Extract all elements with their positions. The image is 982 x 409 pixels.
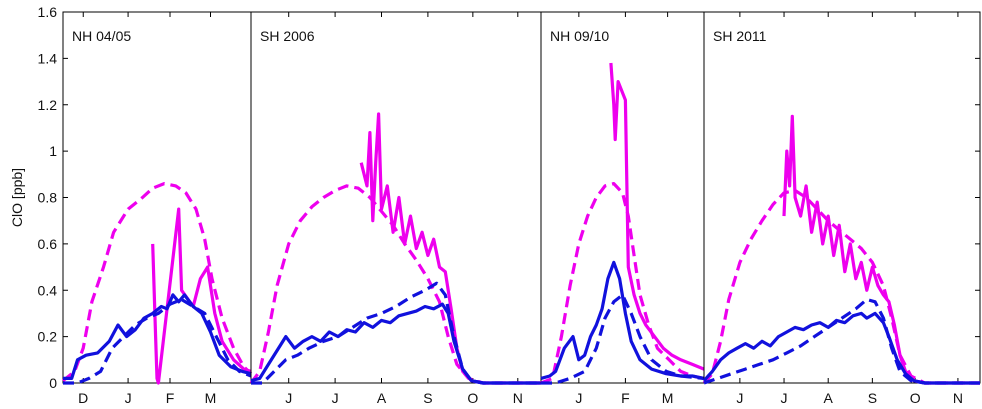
y-tick-label: 1.6 [38,4,58,20]
x-tick-label: M [662,390,674,406]
series-line-blue-dashed [251,281,541,385]
plot-frame [62,11,981,384]
x-tick-label: M [205,390,217,406]
x-tick-label: O [467,390,478,406]
y-tick-label: 0.6 [38,236,58,252]
panel-label: SH 2006 [260,28,315,44]
x-tick-label: O [910,390,921,406]
x-tick-label: F [621,390,630,406]
y-tick-label: 1.4 [38,50,58,66]
panel-3: SH 2011 [702,12,980,385]
panel-label: SH 2011 [713,28,767,44]
series-line-blue-dashed [541,293,705,385]
x-tick-label: S [868,390,877,406]
panel-label: NH 04/05 [72,28,131,44]
y-axis: 0 0.2 0.4 0.6 0.8 1 1.2 1.4 1.6 [38,4,980,391]
x-tick-label: D [78,390,88,406]
panel-0: NH 04/05 [61,28,253,385]
series-line-blue-solid [540,260,705,380]
y-tick-label: 0.8 [38,190,58,206]
y-tick-label: 1.2 [38,97,58,113]
series-line-magenta-dashed [61,182,253,382]
panel-1: SH 2006 [249,12,541,385]
x-tick-label: J [575,390,582,406]
x-tick-label: F [166,390,175,406]
y-tick-label: 0.2 [38,329,58,345]
series-line-blue-dashed [63,297,252,385]
plot-area [62,11,981,384]
series-line-blue-dashed [703,297,980,385]
series-line-magenta-dashed [702,188,980,385]
x-tick-label: J [125,390,132,406]
x-tick-label: N [953,390,963,406]
y-tick-label: 1 [49,143,57,159]
y-tick-label: 0 [49,375,57,391]
panel-2: NH 09/10 [540,12,705,385]
series-line-blue-solid [702,311,980,385]
x-tick-label: N [513,390,523,406]
x-tick-label: J [332,390,339,406]
x-tick-label: S [423,390,432,406]
y-axis-label: ClO [ppb] [9,168,25,227]
x-tick-label: J [285,390,292,406]
panels: NH 04/05 SH 2006 NH 09/10 SH 2011 [61,12,980,385]
x-tick-label: J [781,390,788,406]
x-tick-label: J [736,390,743,406]
series-line-magenta-solid [151,207,252,385]
series-line-blue-solid [250,302,541,385]
series-line-magenta-dashed [540,182,705,385]
y-tick-label: 0.4 [38,282,58,298]
panel-label: NH 09/10 [550,28,609,44]
series-line-magenta-dashed [249,184,541,385]
x-tick-label: A [377,390,387,406]
series-line-magenta-solid [782,114,980,385]
series-line-blue-solid [63,293,252,380]
series-line-magenta-solid [609,62,705,371]
x-tick-label: A [824,390,834,406]
